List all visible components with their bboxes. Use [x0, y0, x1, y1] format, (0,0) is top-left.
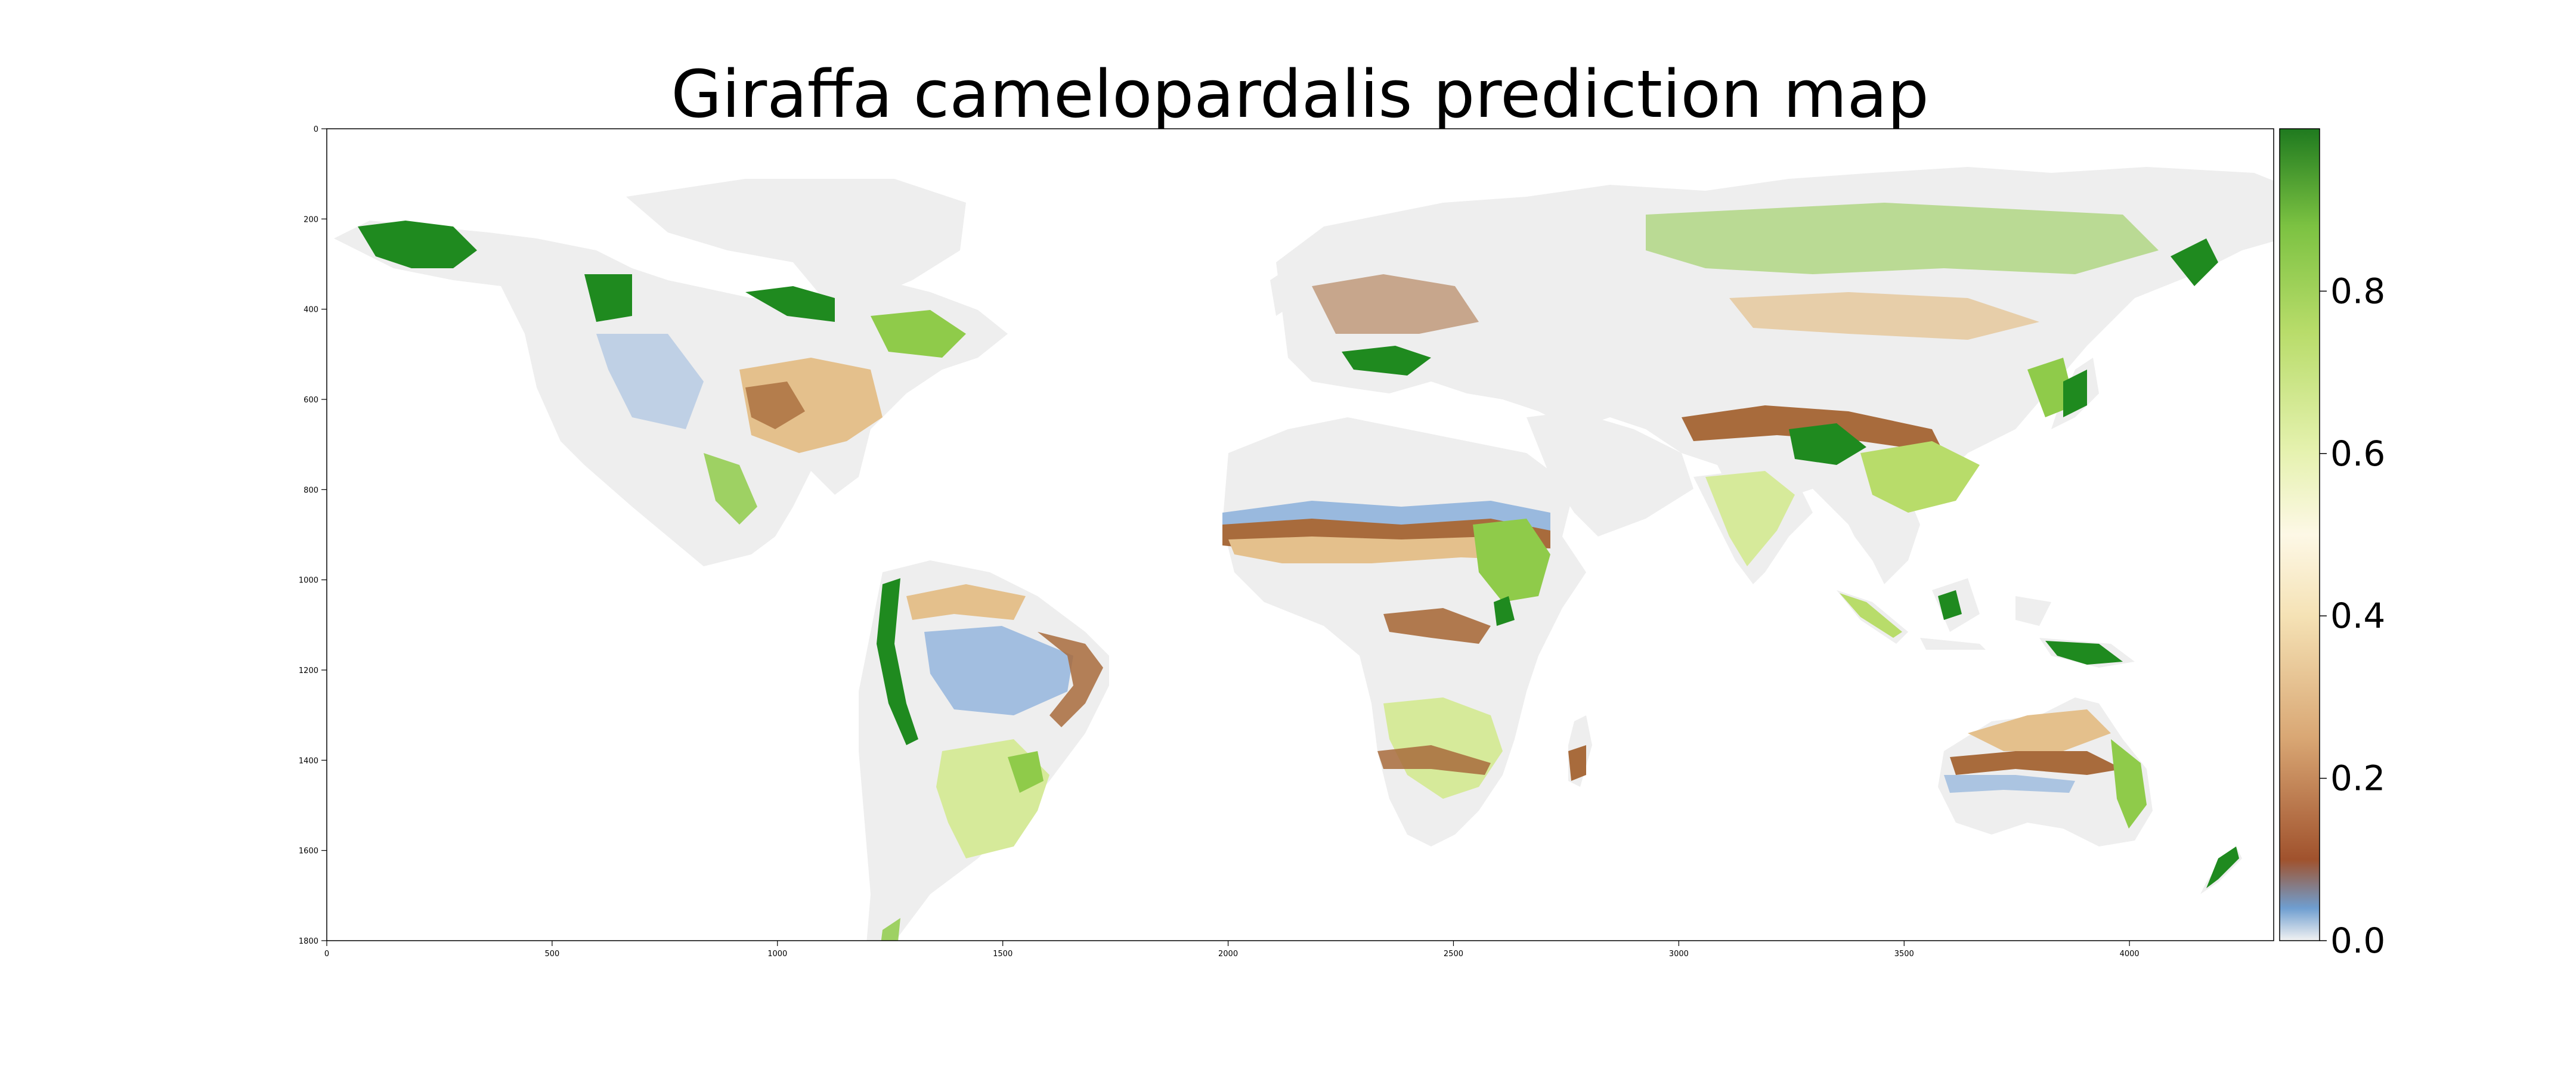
y-tick-label: 1400: [299, 756, 318, 765]
y-tick-label: 1800: [299, 937, 318, 946]
y-tick-label: 400: [304, 306, 318, 315]
y-tick-label: 600: [304, 396, 318, 405]
se-asia-green: [1860, 441, 1980, 513]
colorbar-tick-label: 0.4: [2330, 596, 2385, 636]
sumatra-green: [1840, 593, 1902, 638]
arabia-landmass: [1527, 411, 1693, 536]
colorbar-ticks: 0.0 0.2 0.4 0.6 0.8: [2320, 271, 2385, 961]
colorbar-tick-label: 0.8: [2330, 271, 2385, 311]
chart-title: Giraffa camelopardalis prediction map: [671, 56, 1929, 132]
australia-brown: [1950, 751, 2123, 775]
colorbar: 0.0 0.2 0.4 0.6 0.8: [2279, 128, 2385, 961]
siberia-mixed: [1646, 203, 2159, 274]
colorbar-gradient: [2280, 129, 2320, 941]
western-na-blue: [596, 334, 704, 429]
mexico-green: [704, 453, 757, 525]
amazon-tan: [906, 584, 1026, 620]
amazon-blue: [924, 626, 1073, 715]
brazil-green: [1008, 751, 1044, 793]
map-frame: [326, 128, 2274, 941]
colorbar-tick-label: 0.0: [2330, 920, 2385, 961]
madagascar-brown: [1568, 745, 1586, 781]
x-tick-label: 1000: [767, 950, 787, 959]
greenland-landmass: [626, 179, 966, 298]
sahel-band-tan: [1228, 536, 1544, 563]
colorbar-tick-label: 0.6: [2330, 433, 2385, 474]
east-usa-brown: [745, 382, 805, 429]
y-tick-label: 1600: [299, 847, 318, 856]
europe-dark-green: [1342, 346, 1431, 376]
australia-tan: [1968, 709, 2111, 751]
patagonia-green: [881, 918, 900, 941]
new-zealand-dark-green: [2206, 846, 2239, 888]
hudson-dark-green: [745, 286, 835, 322]
quebec-green: [871, 310, 966, 358]
australia-blue: [1944, 775, 2075, 793]
x-tick-label: 1500: [993, 950, 1013, 959]
alaska-dark-green: [358, 221, 477, 268]
y-tick-label: 1000: [299, 576, 318, 585]
colorbar-tick-label: 0.2: [2330, 758, 2385, 799]
x-tick-label: 500: [544, 950, 559, 959]
x-axis-ticks: 0 500 1000 1500 2000 2500 3000 3500 4000: [324, 941, 2140, 959]
central-africa-band: [1383, 608, 1491, 644]
andes-dark-green: [877, 578, 918, 745]
y-axis-ticks: 0 200 400 600 800 1000 1200 1400 1600 1800: [299, 125, 327, 946]
australia-east-green: [2111, 739, 2147, 829]
japan-dark-green: [2063, 370, 2087, 417]
brazil-brown-edge: [1038, 632, 1103, 727]
east-africa-dark-green: [1494, 596, 1515, 626]
southern-africa-brown: [1377, 745, 1491, 775]
x-tick-label: 3500: [1894, 950, 1914, 959]
uk-landmass: [1270, 268, 1294, 316]
kamchatka-dark-green: [2171, 238, 2218, 286]
y-tick-label: 200: [304, 215, 318, 224]
siberia-tan: [1729, 292, 2039, 340]
map-axes: 0 500 1000 1500 2000 2500 3000 3500 4000 0 200 400…: [299, 125, 2274, 959]
y-tick-label: 0: [314, 125, 318, 134]
x-tick-label: 2000: [1218, 950, 1238, 959]
india-light-green: [1705, 471, 1795, 566]
europe-mixed: [1312, 274, 1479, 334]
x-tick-label: 3000: [1669, 950, 1689, 959]
colorbar-frame: [2279, 128, 2320, 941]
x-tick-label: 0: [324, 950, 329, 959]
east-africa-green: [1473, 519, 1550, 602]
x-tick-label: 2500: [1444, 950, 1463, 959]
y-tick-label: 1200: [299, 666, 318, 675]
prediction-zones: [358, 203, 2239, 941]
canada-dark-green: [584, 274, 632, 322]
new-guinea-dark-green: [2045, 641, 2123, 665]
y-tick-label: 800: [304, 486, 318, 495]
china-dark-green: [1789, 423, 1866, 465]
borneo-dark-green: [1938, 590, 1962, 620]
x-tick-label: 4000: [2120, 950, 2140, 959]
